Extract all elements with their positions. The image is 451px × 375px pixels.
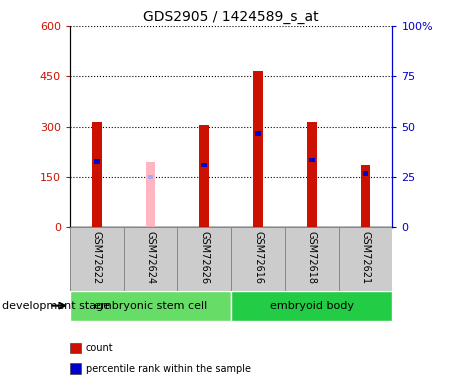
- Bar: [307, 122, 317, 227]
- Bar: [70, 227, 124, 291]
- Bar: [231, 227, 285, 291]
- Bar: [253, 71, 263, 227]
- Text: GSM72626: GSM72626: [199, 231, 209, 284]
- Text: GSM72618: GSM72618: [307, 231, 317, 284]
- Bar: [92, 122, 101, 227]
- Bar: [199, 125, 209, 227]
- Text: GSM72622: GSM72622: [92, 231, 102, 284]
- Bar: [309, 158, 315, 162]
- Bar: [148, 175, 153, 179]
- Bar: [339, 227, 392, 291]
- Text: embryoid body: embryoid body: [270, 301, 354, 310]
- Text: GSM72621: GSM72621: [360, 231, 371, 284]
- Bar: [124, 227, 177, 291]
- Bar: [146, 162, 155, 227]
- Text: count: count: [86, 343, 113, 353]
- Text: embryonic stem cell: embryonic stem cell: [94, 301, 207, 310]
- Text: GSM72616: GSM72616: [253, 231, 263, 284]
- Text: development stage: development stage: [2, 301, 110, 310]
- Bar: [285, 227, 339, 291]
- Bar: [255, 131, 261, 136]
- Bar: [363, 171, 368, 176]
- Bar: [201, 163, 207, 167]
- Title: GDS2905 / 1424589_s_at: GDS2905 / 1424589_s_at: [143, 10, 319, 24]
- Bar: [94, 159, 100, 164]
- Bar: [70, 291, 231, 321]
- Text: GSM72624: GSM72624: [146, 231, 156, 284]
- Bar: [231, 291, 392, 321]
- Bar: [177, 227, 231, 291]
- Bar: [361, 165, 370, 227]
- Text: percentile rank within the sample: percentile rank within the sample: [86, 364, 251, 374]
